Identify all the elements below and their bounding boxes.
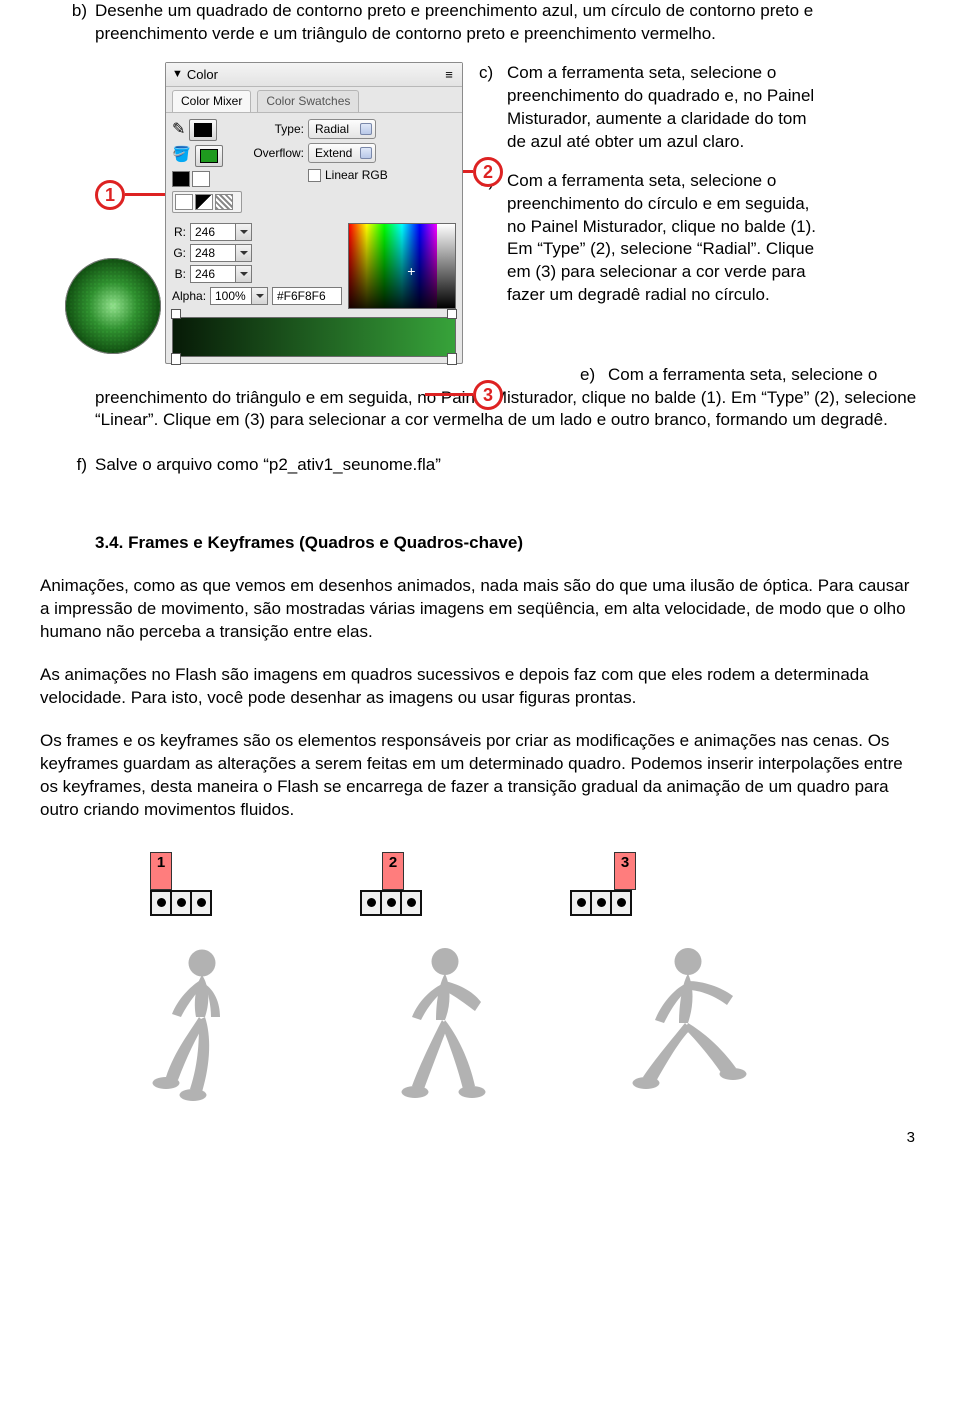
- frame-group-3: 3: [570, 852, 680, 916]
- frame-slot: [610, 890, 632, 916]
- color-mixer-panel: ▼ Color ≡ Color Mixer Color Swatches ✎: [165, 62, 463, 364]
- mode-icon-1[interactable]: [175, 194, 193, 210]
- frame-group-2: 2: [360, 852, 470, 916]
- frame-slot: [380, 890, 402, 916]
- callout-2-circle: 2: [473, 157, 503, 187]
- mini-swatch-black[interactable]: [172, 171, 190, 187]
- g-dropdown-icon[interactable]: [236, 244, 252, 262]
- g-input[interactable]: 248: [190, 244, 236, 262]
- item-d-label: d): [479, 170, 507, 308]
- frame-slot: [400, 890, 422, 916]
- body-p2: As animações no Flash são imagens em qua…: [40, 664, 920, 710]
- item-d-text: Com a ferramenta seta, selecione o preen…: [507, 170, 819, 308]
- r-dropdown-icon[interactable]: [236, 223, 252, 241]
- gradient-stop-right[interactable]: [447, 353, 457, 365]
- frame-slot: [570, 890, 592, 916]
- frame-group-1: 1: [150, 852, 260, 916]
- stroke-swatch[interactable]: [189, 119, 217, 141]
- gradient-top-marker-right[interactable]: [447, 309, 457, 319]
- callout-3: 3: [425, 380, 503, 410]
- runner-2: [370, 942, 520, 1129]
- mode-icon-3[interactable]: [215, 194, 233, 210]
- body-p3: Os frames e os keyframes são os elemento…: [40, 730, 920, 822]
- gradient-stop-left[interactable]: [171, 353, 181, 365]
- radial-preview-circle: [65, 258, 161, 354]
- b-input[interactable]: 246: [190, 265, 236, 283]
- panel-title: Color: [187, 66, 440, 84]
- bucket-icon[interactable]: 🪣: [172, 145, 191, 165]
- frame-slot: [170, 890, 192, 916]
- item-c-label: c): [479, 62, 507, 154]
- collapse-icon[interactable]: ▼: [172, 67, 183, 82]
- color-mixer-figure: 1 2 3 ▼ Color ≡: [95, 62, 465, 364]
- frame-slot: [590, 890, 612, 916]
- playhead-2: 2: [382, 852, 404, 890]
- playhead-3: 3: [614, 852, 636, 890]
- mode-icon-2[interactable]: [195, 194, 213, 210]
- callout-1-circle: 1: [95, 180, 125, 210]
- frames-illustration: 1 2 3: [150, 852, 920, 916]
- g-label: G:: [172, 245, 190, 261]
- playhead-1: 1: [150, 852, 172, 890]
- hex-input[interactable]: #F6F8F6: [272, 287, 342, 305]
- item-b-label: b): [40, 0, 95, 46]
- gradient-bar[interactable]: [172, 317, 456, 357]
- r-input[interactable]: 246: [190, 223, 236, 241]
- tab-color-swatches[interactable]: Color Swatches: [257, 90, 359, 111]
- tab-color-mixer[interactable]: Color Mixer: [172, 90, 251, 111]
- frame-slot: [150, 890, 172, 916]
- item-e-lead: Com a ferramenta seta, selecione o: [608, 364, 877, 387]
- b-label: B:: [172, 266, 190, 282]
- fill-swatch[interactable]: [195, 145, 223, 167]
- linear-rgb-checkbox[interactable]: [308, 169, 321, 182]
- b-dropdown-icon[interactable]: [236, 265, 252, 283]
- color-spectrum[interactable]: +: [348, 223, 456, 309]
- item-e-text: preenchimento do triângulo e em seguida,…: [95, 387, 920, 433]
- linear-rgb-label: Linear RGB: [325, 167, 388, 183]
- alpha-dropdown-icon[interactable]: [252, 287, 268, 305]
- page-number: 3: [907, 1128, 915, 1148]
- callout-3-circle: 3: [473, 380, 503, 410]
- type-select[interactable]: Radial: [308, 119, 376, 139]
- item-b-text: Desenhe um quadrado de contorno preto e …: [95, 0, 920, 46]
- frame-slot: [190, 890, 212, 916]
- type-label: Type:: [250, 121, 308, 137]
- alpha-label: Alpha:: [172, 288, 210, 304]
- overflow-label: Overflow:: [250, 145, 308, 161]
- body-p1: Animações, como as que vemos em desenhos…: [40, 575, 920, 644]
- r-label: R:: [172, 224, 190, 240]
- alpha-input[interactable]: 100%: [210, 287, 252, 305]
- runner-illustration: [130, 942, 920, 1129]
- section-heading: 3.4. Frames e Keyframes (Quadros e Quadr…: [95, 532, 920, 555]
- overflow-select[interactable]: Extend: [308, 143, 376, 163]
- item-f-label: f): [40, 454, 95, 477]
- item-c-text: Com a ferramenta seta, selecione o preen…: [507, 62, 819, 154]
- runner-3: [610, 942, 760, 1129]
- item-e-label: e): [580, 364, 608, 387]
- mini-swatch-white[interactable]: [192, 171, 210, 187]
- pencil-icon[interactable]: ✎: [172, 119, 185, 141]
- runner-1: [130, 942, 280, 1129]
- frame-slot: [360, 890, 382, 916]
- gradient-top-marker-left[interactable]: [171, 309, 181, 319]
- item-f-text: Salve o arquivo como “p2_ativ1_seunome.f…: [95, 454, 441, 477]
- panel-menu-icon[interactable]: ≡: [440, 66, 456, 84]
